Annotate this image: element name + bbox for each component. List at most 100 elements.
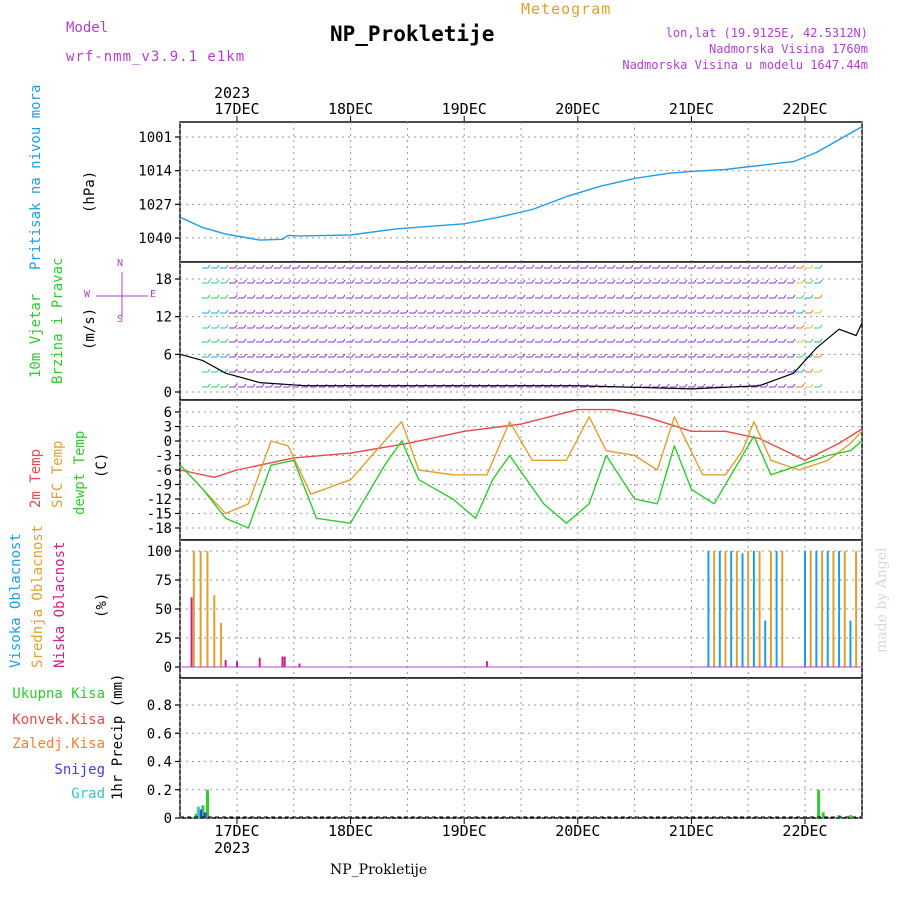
wind-barb-flag xyxy=(288,353,292,358)
cloud-panel-label-a: Visoka Oblacnost xyxy=(8,533,24,668)
wind-barb-flag xyxy=(216,309,220,314)
wind-speed-line xyxy=(180,322,863,390)
wind-barb-flag xyxy=(477,368,481,373)
wind-barb-flag xyxy=(459,368,463,373)
wind-barb-flag xyxy=(711,294,715,299)
wind-barb-flag xyxy=(585,279,589,284)
wind-barb-flag xyxy=(792,383,796,388)
wind-barb-flag xyxy=(783,294,787,299)
wind-barb-flag xyxy=(612,294,616,299)
wind-barb-flag xyxy=(747,279,751,284)
wind-barb-flag xyxy=(774,353,778,358)
wind-barb-flag xyxy=(459,324,463,329)
wind-barb-flag xyxy=(405,264,409,269)
wind-barb-flag xyxy=(405,279,409,284)
wind-barb-flag xyxy=(783,383,787,388)
precip-bar xyxy=(203,812,207,818)
wind-barb-flag xyxy=(396,264,400,269)
wind-barb-flag xyxy=(378,294,382,299)
wind-barb-flag xyxy=(243,264,247,269)
wind-barb-flag xyxy=(711,353,715,358)
y-tick-label: 18 xyxy=(155,272,172,288)
wind-barb-flag xyxy=(486,368,490,373)
wind-barb-flag xyxy=(441,338,445,343)
x-tick-label-top: 18DEC xyxy=(328,100,373,118)
precip-bar xyxy=(848,815,852,818)
wind-barb-flag xyxy=(567,294,571,299)
wind-barb-flag xyxy=(702,294,706,299)
temp-sfc-line xyxy=(179,416,863,515)
wind-barb-flag xyxy=(675,294,679,299)
wind-barb-flag xyxy=(531,264,535,269)
wind-barb-flag xyxy=(297,264,301,269)
wind-barb-flag xyxy=(603,294,607,299)
wind-barb-flag xyxy=(810,324,814,329)
wind-barb-flag xyxy=(378,368,382,373)
wind-barb-flag xyxy=(306,324,310,329)
wind-barb-flag xyxy=(819,279,823,284)
wind-barb-flag xyxy=(585,368,589,373)
wind-barb-flag xyxy=(612,309,616,314)
wind-barb-flag xyxy=(819,338,823,343)
wind-barb-flag xyxy=(225,383,229,388)
x-tick-label-bottom: 20DEC xyxy=(555,822,600,840)
wind-barb-flag xyxy=(513,264,517,269)
wind-barb-flag xyxy=(819,309,823,314)
year-top-label: 2023 xyxy=(214,84,251,102)
wind-barb-flag xyxy=(396,324,400,329)
wind-barb-flag xyxy=(549,279,553,284)
wind-barb-flag xyxy=(765,353,769,358)
wind-barb-flag xyxy=(207,294,211,299)
wind-barb-flag xyxy=(414,368,418,373)
wind-barb-flag xyxy=(288,368,292,373)
wind-barb-flag xyxy=(657,279,661,284)
wind-barb-flag xyxy=(576,368,580,373)
wind-barb-flag xyxy=(657,353,661,358)
wind-barb-flag xyxy=(441,324,445,329)
wind-barb-flag xyxy=(405,338,409,343)
wind-barb-flag xyxy=(522,324,526,329)
wind-barb-flag xyxy=(540,353,544,358)
wind-barb-flag xyxy=(702,279,706,284)
wind-barb-flag xyxy=(639,368,643,373)
wind-barb-flag xyxy=(567,338,571,343)
wind-barb-flag xyxy=(630,324,634,329)
wind-barb-flag xyxy=(576,353,580,358)
wind-barb-flag xyxy=(693,264,697,269)
wind-barb-flag xyxy=(684,264,688,269)
wind-barb-flag xyxy=(693,294,697,299)
wind-barb-flag xyxy=(765,383,769,388)
wind-barb-flag xyxy=(693,309,697,314)
wind-barb-flag xyxy=(675,264,679,269)
wind-barb-flag xyxy=(324,264,328,269)
wind-barb-flag xyxy=(801,309,805,314)
wind-barb-flag xyxy=(549,264,553,269)
y-tick-label: 1001 xyxy=(138,130,172,146)
wind-barb-flag xyxy=(486,279,490,284)
wind-barb-flag xyxy=(702,338,706,343)
wind-barb-flag xyxy=(621,279,625,284)
wind-barb-flag xyxy=(279,309,283,314)
wind-barb-flag xyxy=(252,353,256,358)
wind-barb-flag xyxy=(450,353,454,358)
wind-barb-flag xyxy=(324,338,328,343)
wind-barb-flag xyxy=(720,368,724,373)
wind-barb-flag xyxy=(522,353,526,358)
wind-barb-flag xyxy=(297,338,301,343)
wind-barb-flag xyxy=(774,368,778,373)
wind-barb-flag xyxy=(306,353,310,358)
wind-barb-flag xyxy=(531,294,535,299)
x-tick-label-bottom: 18DEC xyxy=(328,822,373,840)
wind-barb-flag xyxy=(720,294,724,299)
wind-barb-flag xyxy=(396,279,400,284)
wind-barb-flag xyxy=(468,368,472,373)
wind-barb-flag xyxy=(657,264,661,269)
wind-barb-flag xyxy=(414,353,418,358)
wind-barb-flag xyxy=(747,294,751,299)
wind-barb-flag xyxy=(234,353,238,358)
wind-barb-flag xyxy=(558,294,562,299)
wind-barb-flag xyxy=(387,353,391,358)
wind-barb-flag xyxy=(315,294,319,299)
wind-barb-flag xyxy=(702,324,706,329)
wind-barb-flag xyxy=(729,353,733,358)
